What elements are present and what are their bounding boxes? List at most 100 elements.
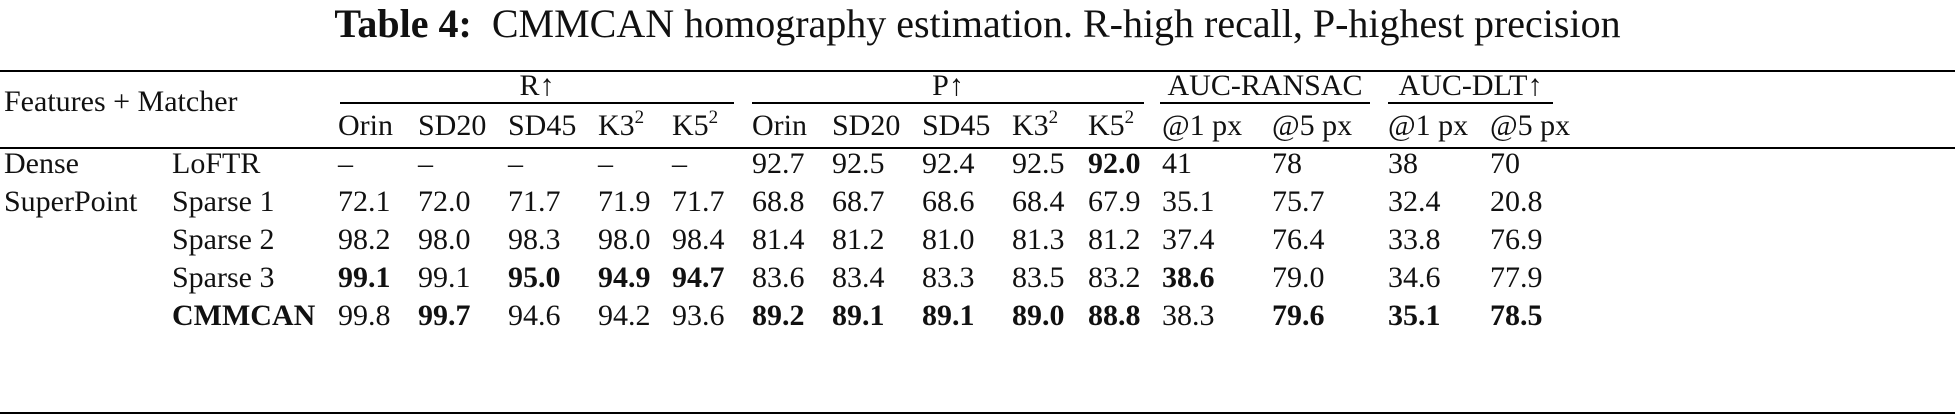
table-cell: 38.3 [1162, 299, 1215, 332]
table-cell: 32.4 [1388, 185, 1441, 218]
table-cell: 93.6 [672, 299, 725, 332]
table-cell: 70 [1490, 147, 1520, 180]
table-cell: 71.9 [598, 185, 651, 218]
subcolumn-header: K52 [1088, 107, 1135, 142]
group-header-2: AUC-RANSAC [1167, 69, 1363, 102]
table-cell: – [672, 147, 687, 180]
table-cell: 72.0 [418, 185, 471, 218]
table-cell: 94.6 [508, 299, 561, 332]
table-cell: 35.1 [1388, 299, 1441, 332]
table-cell: 71.7 [508, 185, 561, 218]
table-cell: 95.0 [508, 261, 561, 294]
table-cell: 92.7 [752, 147, 805, 180]
group-header-0: R↑ [519, 69, 555, 102]
table-cell: 92.0 [1088, 147, 1141, 180]
subcolumn-header: SD45 [508, 109, 577, 142]
table-cell: 41 [1162, 147, 1192, 180]
table-cell: 99.1 [418, 261, 471, 294]
subcolumn-header: Orin [338, 109, 393, 142]
table-cell: 72.1 [338, 185, 391, 218]
table-cell: 81.2 [1088, 223, 1141, 256]
table-cell: – [598, 147, 613, 180]
table-cell: 68.6 [922, 185, 975, 218]
table-cell: 92.5 [1012, 147, 1065, 180]
table-cell: 89.1 [832, 299, 885, 332]
table-cell: 83.3 [922, 261, 975, 294]
table-cell: 33.8 [1388, 223, 1441, 256]
table-cell: 76.4 [1272, 223, 1325, 256]
table-cell: 20.8 [1490, 185, 1543, 218]
table-cell: 38 [1388, 147, 1418, 180]
row-matcher: CMMCAN [172, 299, 316, 332]
subcolumn-header: SD20 [832, 109, 901, 142]
table-cell: 99.1 [338, 261, 391, 294]
table-cell: 38.6 [1162, 261, 1215, 294]
table-cell: 71.7 [672, 185, 725, 218]
table-cell: 77.9 [1490, 261, 1543, 294]
row-matcher: Sparse 3 [172, 261, 275, 294]
table-cell: – [418, 147, 433, 180]
table-cell: 99.8 [338, 299, 391, 332]
subcolumn-header: K32 [1012, 107, 1059, 142]
table-cell: 68.7 [832, 185, 885, 218]
subcolumn-header: @1 px [1388, 109, 1469, 142]
row-matcher: Sparse 2 [172, 223, 275, 256]
table-cell: 94.7 [672, 261, 725, 294]
table-cell: 98.3 [508, 223, 561, 256]
table-caption: Table 4: CMMCAN homography estimation. R… [0, 2, 1955, 46]
features-matcher-header: Features + Matcher [4, 85, 238, 118]
table-cell: 92.5 [832, 147, 885, 180]
table-cell: 67.9 [1088, 185, 1141, 218]
table-cell: 89.0 [1012, 299, 1065, 332]
group-underline-3 [1388, 102, 1553, 104]
table-cell: 98.0 [598, 223, 651, 256]
table-cell: 37.4 [1162, 223, 1215, 256]
group-header-1: P↑ [932, 69, 964, 102]
subcolumn-header: @5 px [1490, 109, 1571, 142]
subcolumn-header: @1 px [1162, 109, 1243, 142]
table-cell: 81.0 [922, 223, 975, 256]
subcolumn-header: K32 [598, 107, 645, 142]
subcolumn-header: SD20 [418, 109, 487, 142]
table-cell: 98.4 [672, 223, 725, 256]
table-cell: 81.2 [832, 223, 885, 256]
row-feature: Dense [4, 147, 79, 180]
table-cell: 83.6 [752, 261, 805, 294]
top-rule [0, 70, 1955, 72]
table-cell: 94.9 [598, 261, 651, 294]
group-underline-2 [1160, 102, 1370, 104]
table-cell: 68.8 [752, 185, 805, 218]
table-cell: 79.6 [1272, 299, 1325, 332]
table-cell: 75.7 [1272, 185, 1325, 218]
table-cell: 68.4 [1012, 185, 1065, 218]
table-cell: – [338, 147, 353, 180]
table-cell: 81.4 [752, 223, 805, 256]
table-cell: 76.9 [1490, 223, 1543, 256]
table-cell: 99.7 [418, 299, 471, 332]
table-cell: 94.2 [598, 299, 651, 332]
table-cell: 98.2 [338, 223, 391, 256]
row-matcher: Sparse 1 [172, 185, 275, 218]
table-cell: 98.0 [418, 223, 471, 256]
table-cell: 34.6 [1388, 261, 1441, 294]
caption-text: CMMCAN homography estimation. R-high rec… [491, 1, 1621, 46]
table-cell: 78.5 [1490, 299, 1543, 332]
table-cell: 88.8 [1088, 299, 1141, 332]
table-cell: 89.2 [752, 299, 805, 332]
table-cell: 83.2 [1088, 261, 1141, 294]
table-cell: 78 [1272, 147, 1302, 180]
subcolumn-header: SD45 [922, 109, 991, 142]
row-feature: SuperPoint [4, 185, 138, 218]
group-underline-1 [752, 102, 1144, 104]
table-cell: 89.1 [922, 299, 975, 332]
subcolumn-header: Orin [752, 109, 807, 142]
table-cell: 81.3 [1012, 223, 1065, 256]
subcolumn-header: K52 [672, 107, 719, 142]
table-cell: 79.0 [1272, 261, 1325, 294]
caption-label: Table 4: [334, 1, 472, 46]
table-cell: – [508, 147, 523, 180]
table-cell: 35.1 [1162, 185, 1215, 218]
row-matcher: LoFTR [172, 147, 261, 180]
group-underline-0 [340, 102, 734, 104]
